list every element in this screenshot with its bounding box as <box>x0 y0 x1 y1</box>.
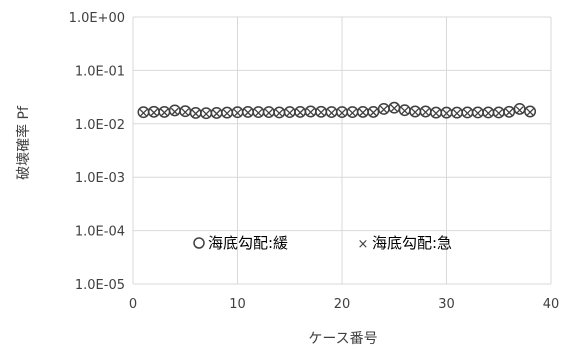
point-series-2 <box>515 106 524 115</box>
point-series-2 <box>411 108 420 117</box>
x-axis-title: ケース番号 <box>308 331 377 347</box>
point-series-2 <box>463 109 472 118</box>
point-series-2 <box>233 108 242 117</box>
point-series-2 <box>202 109 211 118</box>
y-axis-title: 破壊確率 Pf <box>15 105 32 180</box>
x-tick-label: 30 <box>438 297 455 312</box>
point-series-1 <box>513 102 526 115</box>
point-series-2 <box>421 108 430 117</box>
point-series-2 <box>358 108 367 117</box>
legend-marker-circle <box>193 237 205 249</box>
point-series-2 <box>317 108 326 117</box>
point-series-2 <box>170 107 179 116</box>
point-series-2 <box>432 109 441 118</box>
point-series-2 <box>526 108 535 117</box>
point-series-2 <box>223 109 232 118</box>
point-series-2 <box>243 108 252 117</box>
point-series-1 <box>168 104 181 117</box>
x-tick-label: 40 <box>543 297 560 312</box>
x-tick-label: 0 <box>129 297 137 312</box>
point-series-2 <box>275 109 284 118</box>
x-tick-label: 10 <box>229 297 246 312</box>
point-series-2 <box>494 109 503 118</box>
point-series-2 <box>400 106 409 115</box>
point-series-2 <box>390 104 399 113</box>
point-series-2 <box>191 109 200 118</box>
point-series-2 <box>264 108 273 117</box>
point-series-2 <box>379 105 388 114</box>
point-series-1 <box>179 105 192 118</box>
point-series-2 <box>254 108 263 117</box>
y-tick-label: 1.0E-02 <box>75 118 125 133</box>
y-tick-label: 1.0E-04 <box>75 225 125 240</box>
y-tick-label: 1.0E+00 <box>69 11 125 26</box>
y-tick-label: 1.0E-03 <box>75 171 125 186</box>
point-series-2 <box>452 109 461 118</box>
point-series-2 <box>139 108 148 117</box>
point-series-2 <box>338 108 346 117</box>
point-series-2 <box>306 108 315 117</box>
point-series-2 <box>296 108 305 117</box>
point-series-2 <box>327 108 336 117</box>
y-tick-label: 1.0E-01 <box>75 64 125 79</box>
point-series-2 <box>181 108 190 117</box>
legend-label-series-1: 海底勾配:緩 <box>208 234 288 252</box>
grid-lines <box>132 16 552 285</box>
y-tick-label: 1.0E-05 <box>75 278 125 293</box>
point-series-2 <box>212 109 221 118</box>
point-series-2 <box>348 108 357 117</box>
x-tick-label: 20 <box>334 297 351 312</box>
legend: 海底勾配:緩 × 海底勾配:急 <box>193 234 452 252</box>
point-series-1 <box>503 105 516 118</box>
point-series-1 <box>524 105 537 118</box>
point-series-2 <box>160 108 169 117</box>
point-series-2 <box>285 108 294 117</box>
point-series-2 <box>442 109 451 118</box>
point-series-2 <box>484 109 493 118</box>
point-series-1 <box>367 105 380 118</box>
legend-label-series-2: 海底勾配:急 <box>372 234 452 252</box>
point-series-2 <box>473 109 482 118</box>
point-series-2 <box>369 108 378 117</box>
point-series-2 <box>505 108 514 117</box>
y-tick-labels: 1.0E-05 1.0E-04 1.0E-03 1.0E-02 1.0E-01 1.0E+… <box>69 11 125 293</box>
point-series-2 <box>149 108 158 117</box>
x-tick-labels: 0 10 20 30 40 <box>129 297 559 312</box>
data-points <box>137 101 537 120</box>
legend-marker-x: × <box>358 237 369 252</box>
